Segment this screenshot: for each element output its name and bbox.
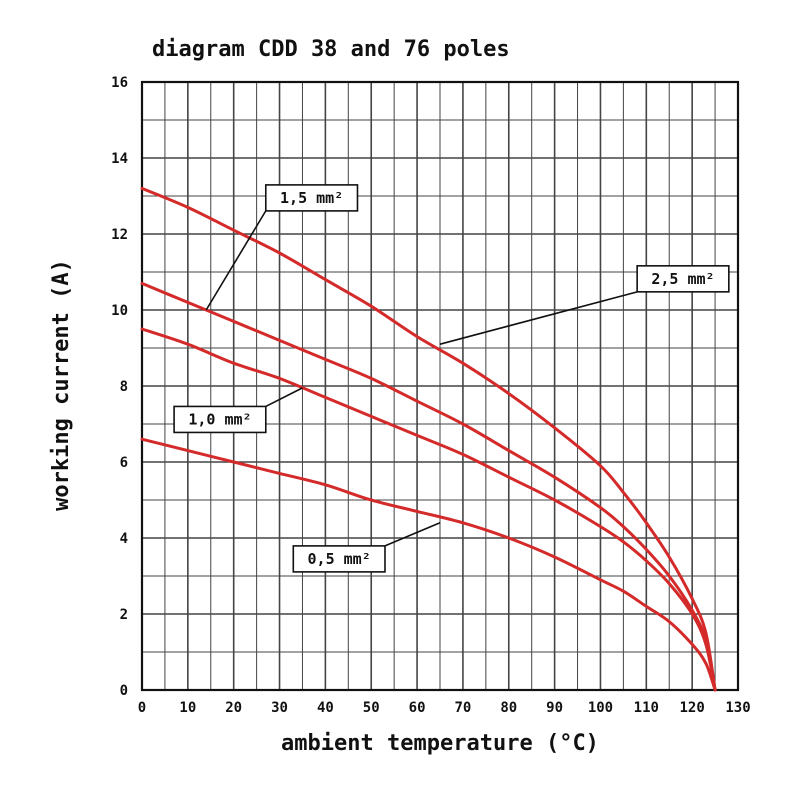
x-tick-label: 10: [179, 700, 196, 716]
x-tick-label: 100: [588, 700, 613, 716]
series-line-1: [140, 281, 717, 692]
y-tick-label: 8: [120, 379, 128, 395]
x-tick-label: 130: [725, 700, 750, 716]
annotation-box: [292, 545, 386, 573]
series-line-3: [140, 437, 717, 692]
x-tick-label: 110: [634, 700, 659, 716]
annotation-label: 2,5 mm²: [651, 270, 714, 288]
y-tick-label: 14: [111, 151, 128, 167]
annotation-box: [264, 184, 359, 212]
y-tick-label: 10: [111, 303, 128, 319]
series-line-2: [140, 327, 717, 692]
x-tick-label: 0: [138, 700, 146, 716]
annotation-leader: [205, 210, 267, 311]
x-tick-label: 80: [500, 700, 517, 716]
y-tick-label: 16: [111, 75, 128, 91]
x-tick-label: 40: [317, 700, 334, 716]
y-tick-label: 4: [120, 531, 128, 547]
annotation-label: 1,0 mm²: [188, 410, 251, 428]
y-tick-label: 6: [120, 455, 128, 471]
y-tick-label: 0: [120, 683, 128, 699]
series-lines: [140, 186, 717, 692]
annotation-label: 0,5 mm²: [308, 550, 371, 568]
y-tick-label: 12: [111, 227, 128, 243]
annotations: 1,5 mm² 2,5 mm² 1,0 mm² 0,5 mm²: [173, 184, 730, 573]
annotation-leader: [439, 291, 638, 345]
y-tick-label: 2: [120, 607, 128, 623]
y-axis-label: working current (A): [49, 259, 74, 511]
x-tick-label: 120: [680, 700, 705, 716]
x-tick-label: 90: [546, 700, 563, 716]
grid: [140, 80, 740, 692]
chart-title: diagram CDD 38 and 76 poles: [152, 37, 510, 62]
x-tick-label: 20: [225, 700, 242, 716]
annotation-box: [173, 405, 267, 434]
annotation-leader: [265, 387, 303, 408]
x-tick-label: 50: [363, 700, 380, 716]
x-tick-label: 30: [271, 700, 288, 716]
plot-frame: [140, 80, 740, 692]
annotation-leader: [384, 522, 441, 547]
annotation-box: [636, 265, 730, 293]
x-tick-label: 60: [409, 700, 426, 716]
x-axis-label: ambient temperature (°C): [281, 731, 599, 756]
series-line-0: [140, 186, 717, 692]
x-tick-label: 70: [454, 700, 471, 716]
annotation-label: 1,5 mm²: [280, 189, 343, 207]
tick-labels: 0 10 20 30 40 50 60 70 80 90 100 110 120 130 0 2 4 6 8 10 12…: [111, 75, 751, 716]
